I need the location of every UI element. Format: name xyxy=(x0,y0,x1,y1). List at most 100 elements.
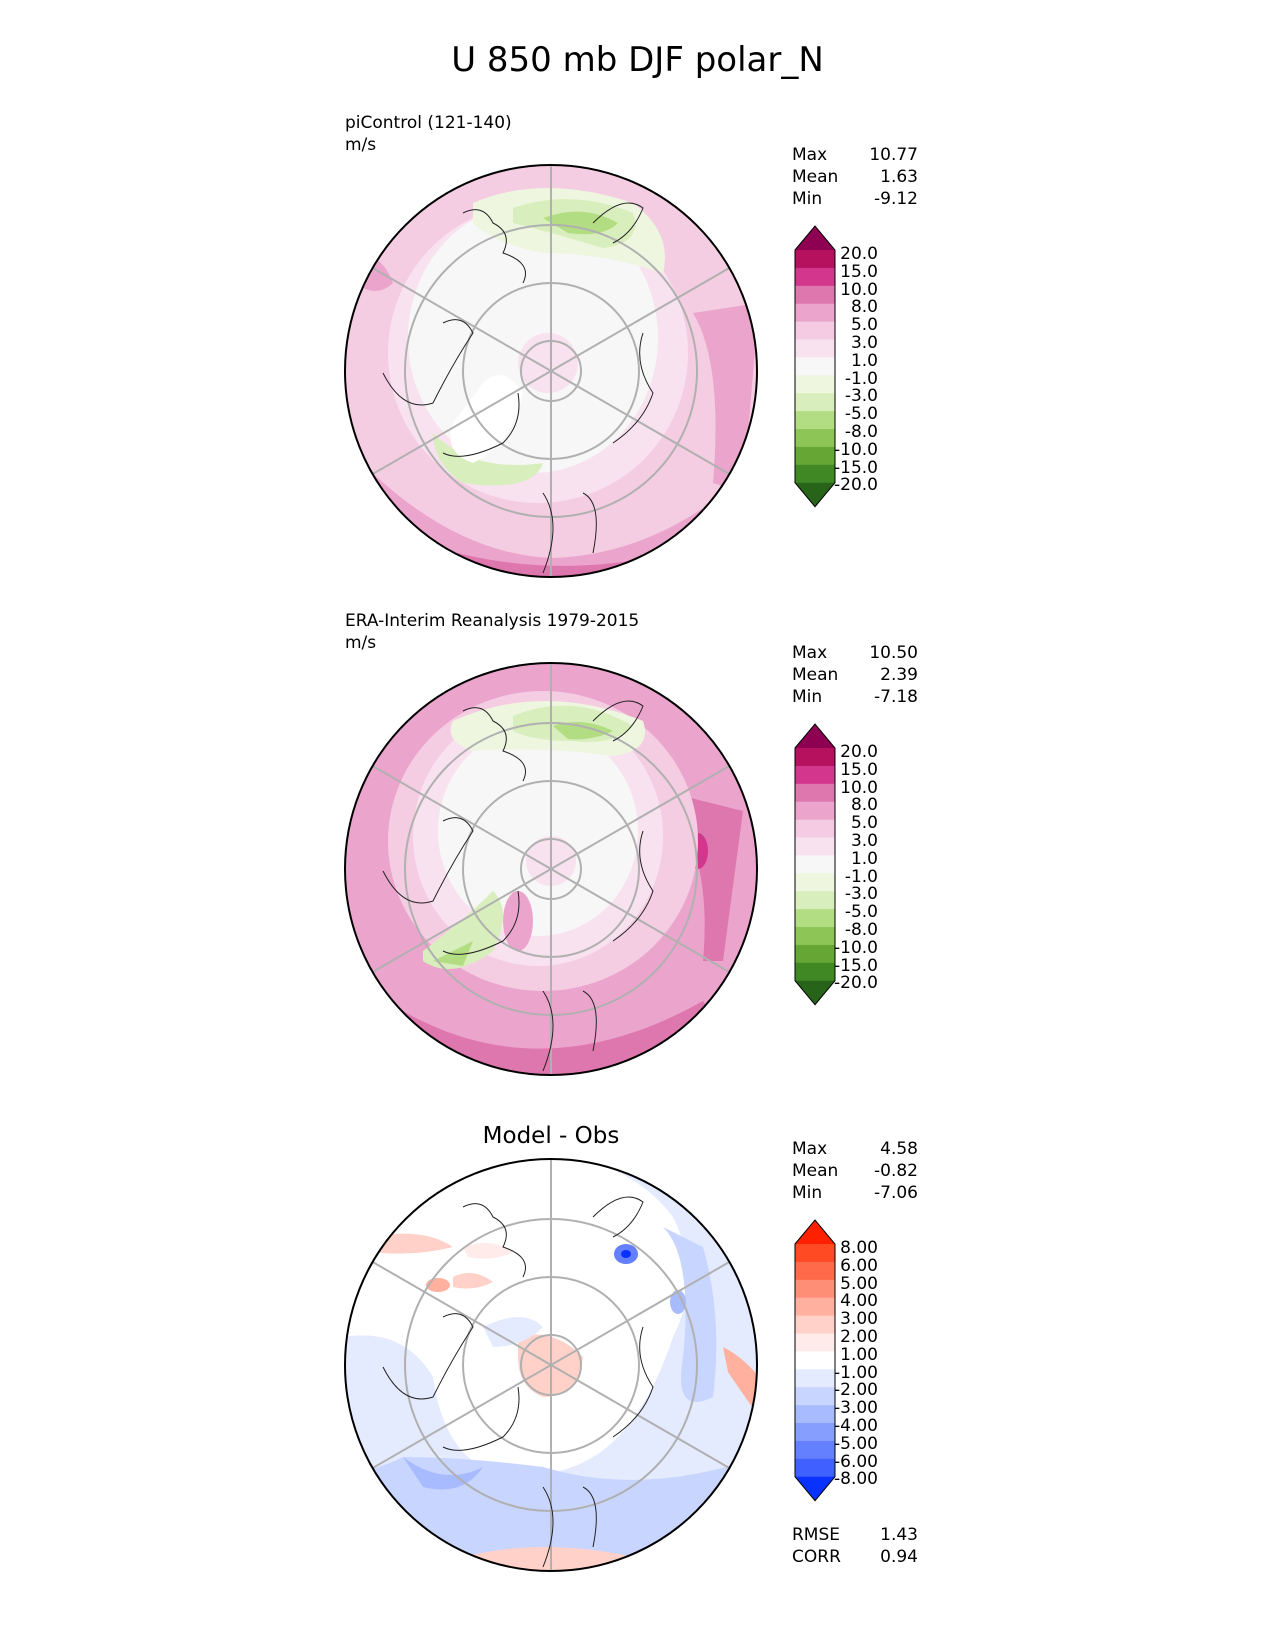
colorbar-tick-label: -20.0 xyxy=(834,973,878,994)
colorbar-segment xyxy=(795,783,835,803)
colorbar-segment xyxy=(795,1387,835,1406)
colorbar-segment xyxy=(795,321,835,340)
panel3-extra-stats: RMSE 1.43 CORR 0.94 xyxy=(792,1524,918,1568)
stat-value: 10.77 xyxy=(869,145,918,165)
colorbar-segment xyxy=(795,748,835,767)
colorbar-segment xyxy=(795,1423,835,1442)
panel1-title-model: piControl (121-140) xyxy=(345,113,512,133)
colorbar-segment xyxy=(795,429,835,448)
panel3-stats: Max 4.58 Mean -0.82 Min -7.06 xyxy=(792,1138,918,1204)
colorbar-outline xyxy=(794,225,836,508)
stat-label: Min xyxy=(792,189,823,209)
colorbar-tick-label: 5.0 xyxy=(850,813,878,834)
stat-label: RMSE xyxy=(792,1525,841,1545)
colorbar-segment xyxy=(795,1333,835,1352)
stat-label: Min xyxy=(792,687,823,707)
colorbar-segment xyxy=(795,801,835,821)
colorbar-segment xyxy=(795,1297,835,1317)
colorbar-segment xyxy=(795,1315,835,1334)
colorbar-segment xyxy=(795,1244,835,1263)
colorbar-tick-label: -2.00 xyxy=(834,1380,878,1401)
colorbar-segment xyxy=(795,765,835,785)
colorbar-tick-label: 6.00 xyxy=(840,1255,878,1276)
panel3-polar-map xyxy=(344,1158,758,1572)
colorbar-extend-top xyxy=(795,1220,835,1244)
colorbar-tick-label: 20.0 xyxy=(840,742,878,762)
colorbar-segment xyxy=(795,927,835,946)
colorbar-extend-bottom xyxy=(795,482,835,507)
colorbar-segment xyxy=(795,285,835,305)
colorbar-tick-label: 8.00 xyxy=(840,1238,878,1258)
colorbar-segment xyxy=(795,357,835,376)
colorbar-tick-label: 15.0 xyxy=(840,261,878,282)
panel3-colorbar xyxy=(794,1219,836,1502)
stat-label: Max xyxy=(792,1139,828,1159)
colorbar-tick-label: 2.00 xyxy=(840,1326,878,1347)
colorbar-tick-label: 8.0 xyxy=(850,297,878,318)
stat-label: Mean xyxy=(792,1161,839,1181)
colorbar-tick-label: 3.0 xyxy=(850,830,878,851)
colorbar-tick-label: 10.0 xyxy=(840,279,878,300)
colorbar-segment xyxy=(795,909,835,928)
panel1-colorbar xyxy=(794,225,836,508)
colorbar-segment xyxy=(795,411,835,430)
colorbar-tick-label: -8.0 xyxy=(844,919,878,940)
colorbar-tick-label: -5.00 xyxy=(834,1433,878,1454)
colorbar-tick-label: -1.00 xyxy=(834,1362,878,1383)
stat-label: Max xyxy=(792,145,828,165)
colorbar-tick-label: 1.00 xyxy=(840,1344,878,1365)
panel1-units: m/s xyxy=(345,135,377,155)
colorbar-tick-label: 1.0 xyxy=(850,848,878,869)
panel3-colorbar-labels: 8.00 6.00 5.00 4.00 3.00 2.00 1.00 -1.00… xyxy=(826,1238,878,1490)
stat-label: CORR xyxy=(792,1547,841,1567)
colorbar-tick-label: -15.0 xyxy=(834,457,878,478)
colorbar-segment xyxy=(795,891,835,910)
colorbar-tick-label: -3.0 xyxy=(844,386,878,407)
colorbar-segment xyxy=(795,819,835,838)
colorbar-segment xyxy=(795,837,835,856)
colorbar-tick-label: -15.0 xyxy=(834,955,878,976)
colorbar-segment xyxy=(795,1458,835,1478)
stat-value: 1.63 xyxy=(880,167,918,187)
figure-title: U 850 mb DJF polar_N xyxy=(451,40,824,80)
colorbar-tick-label: -5.0 xyxy=(844,902,878,923)
colorbar-extend-bottom xyxy=(795,980,835,1005)
colorbar-segment xyxy=(795,375,835,394)
colorbar-segment xyxy=(795,1261,835,1281)
colorbar-segment xyxy=(795,1279,835,1299)
colorbar-tick-label: -4.00 xyxy=(834,1415,878,1436)
colorbar-tick-label: -8.00 xyxy=(834,1469,878,1490)
colorbar-tick-label: 10.0 xyxy=(840,777,878,798)
colorbar-tick-label: -20.0 xyxy=(834,475,878,496)
colorbar-segment xyxy=(795,393,835,412)
panel1-polar-map xyxy=(344,164,758,578)
stat-value: -7.18 xyxy=(874,687,918,707)
colorbar-segment xyxy=(795,855,835,874)
panel2-title: ERA-Interim Reanalysis 1979-2015 m/s xyxy=(345,610,639,654)
colorbar-tick-label: 4.00 xyxy=(840,1291,878,1312)
colorbar-outline xyxy=(794,723,836,1006)
colorbar-tick-label: -3.00 xyxy=(834,1398,878,1419)
colorbar-tick-label: 1.0 xyxy=(850,350,878,371)
colorbar-segment xyxy=(795,464,835,484)
colorbar-segment xyxy=(795,1369,835,1388)
panel3-title: Model - Obs xyxy=(482,1123,620,1149)
stat-label: Max xyxy=(792,643,828,663)
colorbar-tick-label: -3.0 xyxy=(844,884,878,905)
colorbar-segment xyxy=(795,944,835,964)
colorbar-tick-label: -5.0 xyxy=(844,404,878,425)
colorbar-extend-top xyxy=(795,226,835,250)
stat-value: -7.06 xyxy=(874,1183,918,1203)
stat-value: 10.50 xyxy=(869,643,918,663)
colorbar-segment xyxy=(795,250,835,269)
panel2-polar-map xyxy=(344,662,758,1076)
colorbar-extend-bottom xyxy=(795,1476,835,1501)
stat-label: Min xyxy=(792,1183,823,1203)
stat-value: 0.94 xyxy=(880,1547,918,1567)
stat-value: -9.12 xyxy=(874,189,918,209)
stat-value: 4.58 xyxy=(880,1139,918,1159)
colorbar-tick-label: 15.0 xyxy=(840,759,878,780)
colorbar-tick-label: 3.00 xyxy=(840,1309,878,1330)
colorbar-tick-label: -6.00 xyxy=(834,1451,878,1472)
colorbar-segment xyxy=(795,1440,835,1460)
